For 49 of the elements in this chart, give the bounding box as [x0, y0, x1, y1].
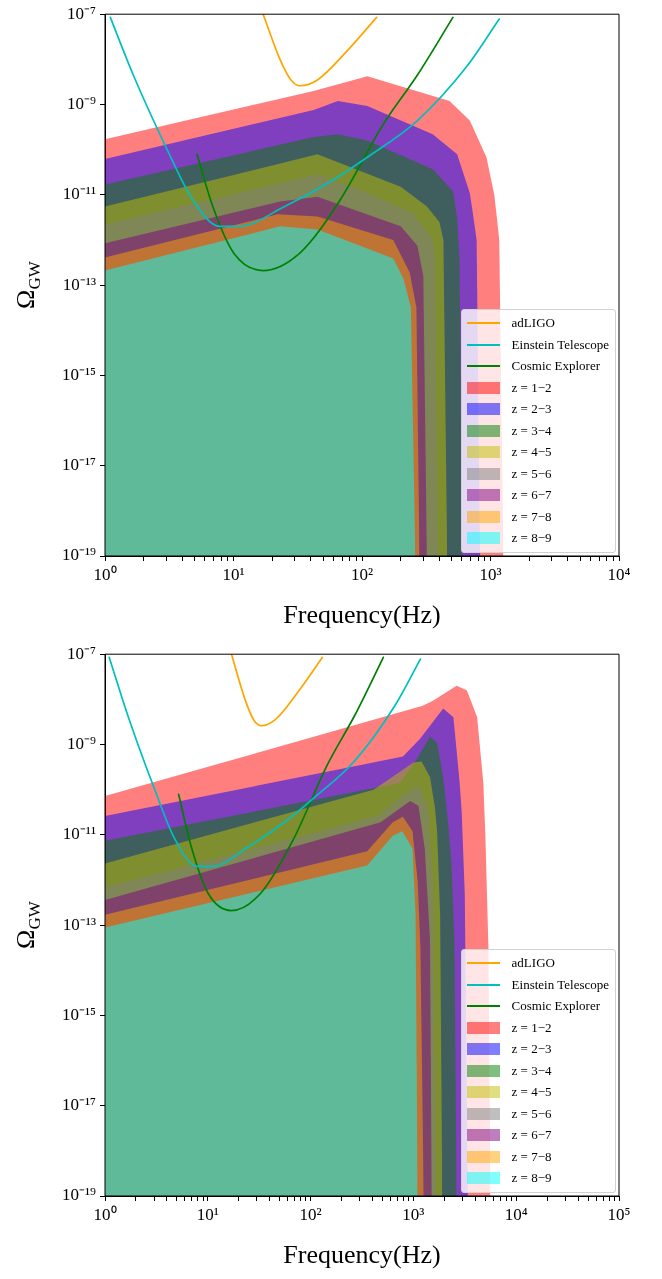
y-tick-label: 10⁻⁹ — [67, 93, 97, 113]
legend-label: z = 8−9 — [511, 1170, 552, 1187]
y-tick-label: 10⁻¹¹ — [62, 824, 96, 844]
legend-label: z = 6−7 — [511, 1127, 552, 1144]
legend-label: z = 7−8 — [511, 508, 552, 525]
legend-label: z = 6−7 — [511, 487, 552, 504]
x-tick-label: 10⁰ — [93, 564, 117, 584]
legend-label: z = 2−3 — [511, 401, 552, 418]
legend-label: Einstein Telescope — [511, 336, 609, 353]
legend-label: Cosmic Explorer — [511, 998, 601, 1015]
legend-label: z = 7−8 — [511, 1148, 552, 1165]
y-tick-label: 10⁻⁷ — [67, 643, 97, 663]
x-tick-label: 10¹ — [196, 1204, 219, 1224]
x-tick-label: 10⁰ — [93, 1204, 117, 1224]
x-tick-label: 10³ — [479, 564, 502, 584]
y-tick-label: 10⁻¹¹ — [62, 184, 96, 204]
x-tick-label: 10¹ — [222, 564, 245, 584]
x-tick-label: 10⁵ — [607, 1204, 631, 1224]
x-axis-title: Frequency(Hz) — [283, 1240, 441, 1270]
y-tick-label: 10⁻⁹ — [67, 733, 97, 753]
legend-label: z = 3−4 — [511, 422, 552, 439]
legend-label: z = 8−9 — [511, 530, 552, 547]
x-axis-title: Frequency(Hz) — [283, 600, 441, 630]
legend-label: z = 1−2 — [511, 1019, 552, 1036]
y-tick-label: 10⁻¹³ — [62, 274, 96, 294]
y-tick-label: 10⁻¹⁷ — [61, 1095, 97, 1115]
y-tick-label: 10⁻¹⁵ — [61, 1004, 97, 1024]
x-tick-label: 10⁴ — [607, 564, 631, 584]
x-tick-label: 10⁴ — [504, 1204, 528, 1224]
y-tick-label: 10⁻¹⁹ — [61, 1185, 97, 1205]
legend-label: z = 3−4 — [511, 1062, 552, 1079]
y-tick-label: 10⁻⁷ — [67, 3, 97, 23]
legend-label: z = 4−5 — [511, 1084, 552, 1101]
legend-label: z = 5−6 — [511, 1105, 552, 1122]
x-tick-label: 10³ — [402, 1204, 425, 1224]
legend-label: Einstein Telescope — [511, 976, 609, 993]
y-tick-label: 10⁻¹⁷ — [61, 455, 97, 475]
x-tick-label: 10² — [350, 564, 374, 584]
legend-label: z = 2−3 — [511, 1041, 552, 1058]
legend-label: z = 5−6 — [511, 465, 552, 482]
y-tick-label: 10⁻¹⁵ — [61, 364, 97, 384]
y-tick-label: 10⁻¹³ — [62, 914, 96, 934]
y-tick-label: 10⁻¹⁹ — [61, 545, 97, 565]
legend-label: Cosmic Explorer — [511, 358, 601, 375]
legend-label: z = 1−2 — [511, 379, 552, 396]
legend-label: z = 4−5 — [511, 444, 552, 461]
legend-label: adLIGO — [511, 955, 555, 972]
legend-label: adLIGO — [511, 315, 555, 332]
x-tick-label: 10² — [299, 1204, 322, 1224]
